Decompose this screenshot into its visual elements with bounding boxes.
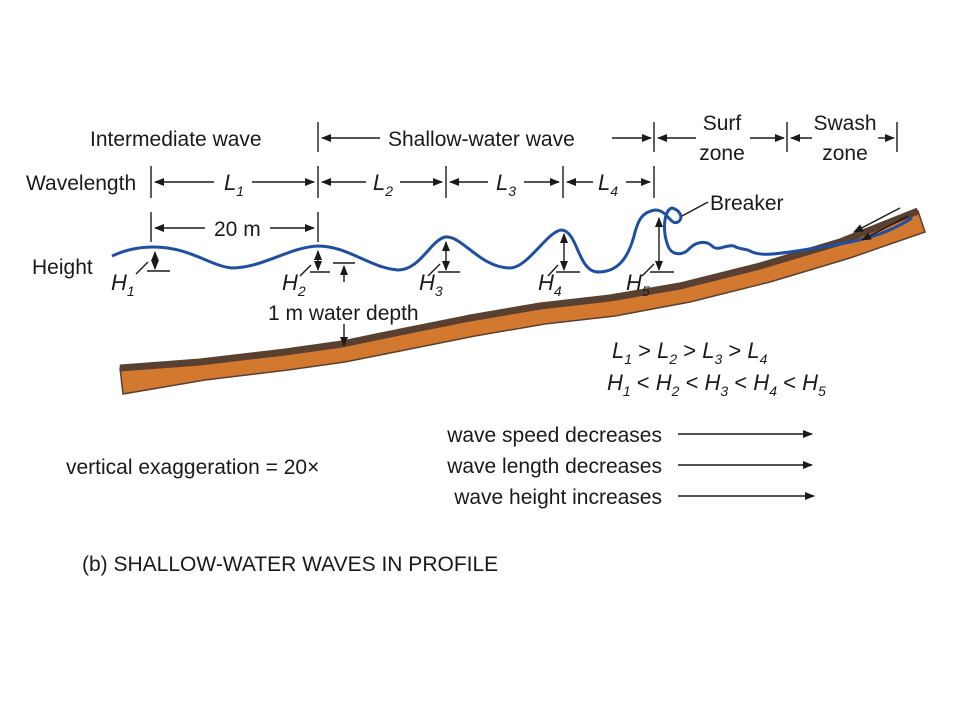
trend-length-label: wave length decreases bbox=[446, 455, 662, 478]
breaker-leader bbox=[681, 201, 709, 217]
h4-leader bbox=[547, 264, 559, 277]
h4-label: H4 bbox=[538, 270, 562, 299]
swash-zone-label-1: Swash bbox=[813, 112, 876, 135]
seafloor-surface bbox=[119, 207, 920, 372]
l2-label: L2 bbox=[373, 170, 393, 199]
h3-label: H3 bbox=[419, 270, 443, 299]
water-depth-label: 1 m water depth bbox=[268, 302, 419, 325]
l4-label: L4 bbox=[598, 170, 618, 199]
h1-label: H1 bbox=[111, 270, 135, 299]
h5-label: H5 bbox=[626, 270, 650, 299]
intermediate-wave-label: Intermediate wave bbox=[90, 128, 262, 151]
trend-speed-label: wave speed decreases bbox=[446, 424, 662, 447]
vertical-exaggeration-note: vertical exaggeration = 20× bbox=[66, 456, 319, 479]
trend-height-label: wave height increases bbox=[453, 486, 662, 509]
figure-caption: (b) SHALLOW-WATER WAVES IN PROFILE bbox=[82, 553, 498, 576]
height-relation: H1 < H2 < H3 < H4 < H5 bbox=[607, 370, 826, 399]
breaker-label: Breaker bbox=[710, 192, 784, 215]
height-label: Height bbox=[32, 256, 93, 279]
surf-zone-label-1: Surf bbox=[703, 112, 742, 135]
wavelength-relation: L1 > L2 > L3 > L4 bbox=[612, 338, 768, 367]
swash-backwash-arrow bbox=[861, 215, 909, 241]
surf-zone-label-2: zone bbox=[699, 142, 745, 165]
h2-label: H2 bbox=[282, 270, 306, 299]
h3-leader bbox=[427, 263, 441, 277]
h2-leader bbox=[299, 264, 312, 277]
wavelength-label: Wavelength bbox=[26, 172, 136, 195]
swash-uprush-arrow bbox=[853, 207, 901, 233]
swash-zone-label-2: zone bbox=[822, 142, 868, 165]
l3-label: L3 bbox=[496, 170, 516, 199]
distance-label: 20 m bbox=[214, 218, 261, 241]
h1-leader bbox=[135, 261, 149, 275]
l1-label: L1 bbox=[224, 170, 244, 199]
water-wave bbox=[111, 206, 913, 274]
h5-leader bbox=[641, 263, 655, 277]
shallow-water-wave-label: Shallow-water wave bbox=[388, 128, 575, 151]
